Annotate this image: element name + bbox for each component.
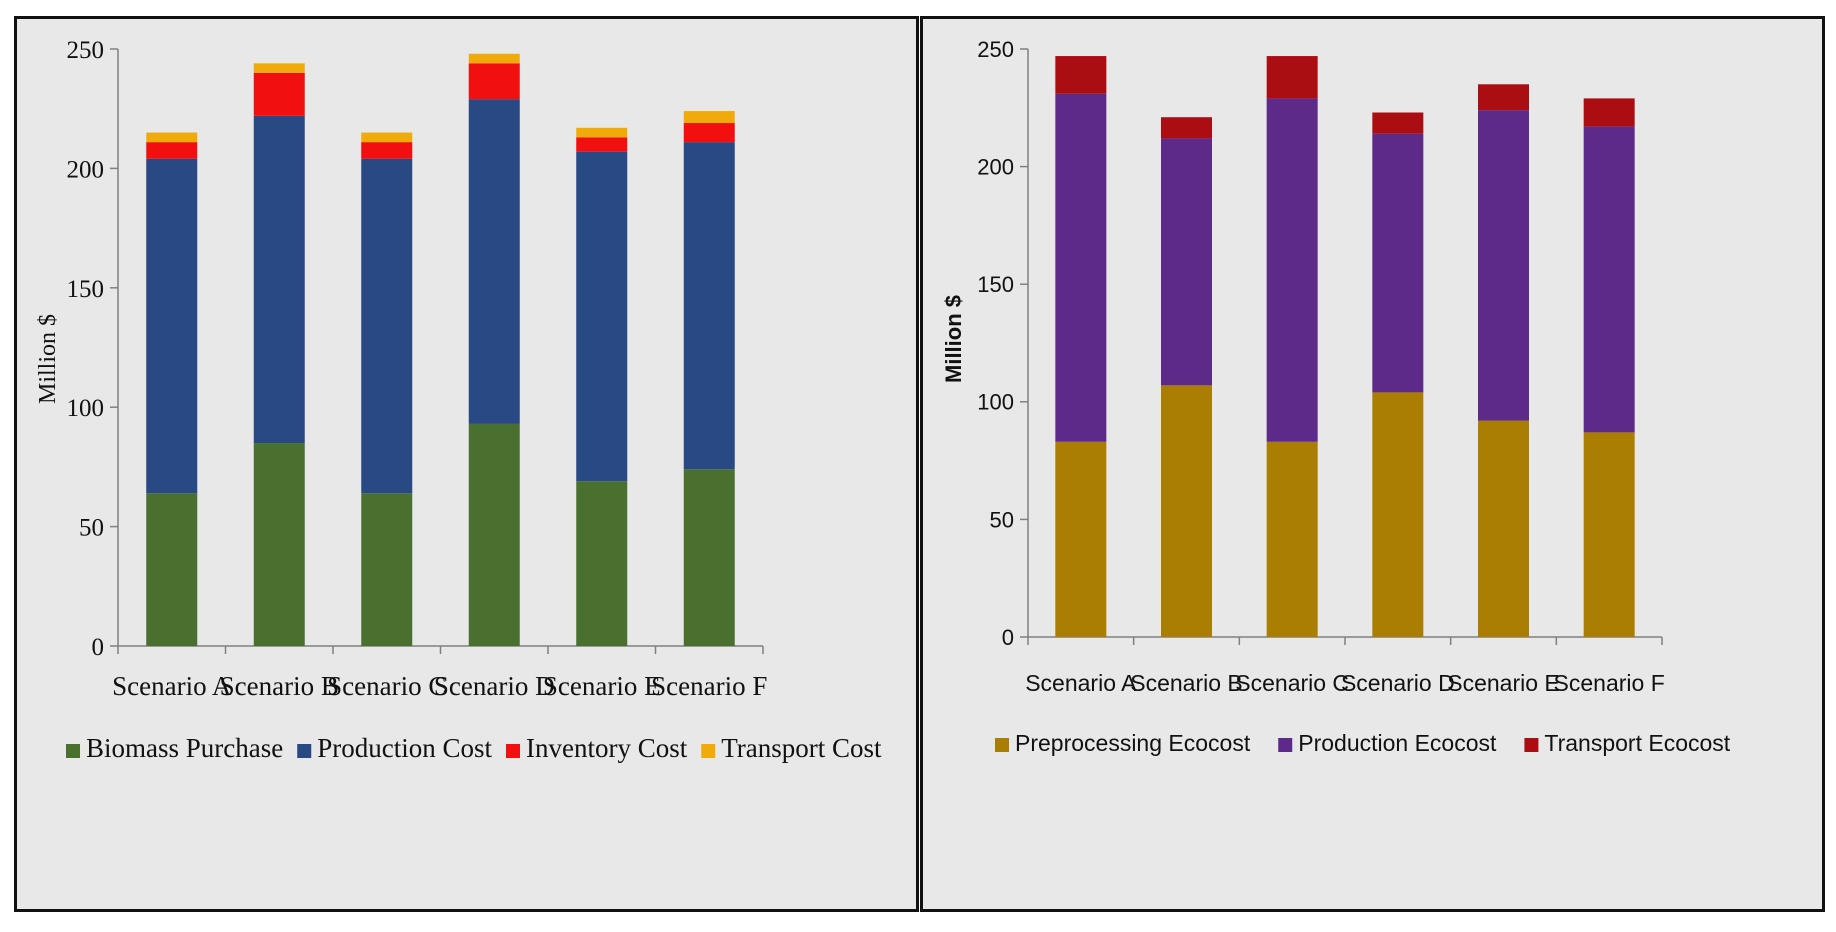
x-category-label: Scenario E: [1447, 670, 1560, 696]
bar-segment: [576, 127, 628, 138]
bar-segment: [361, 158, 413, 494]
bar-segment: [1055, 93, 1107, 442]
bar-segment: [576, 151, 628, 482]
y-tick-label: 50: [990, 507, 1014, 532]
bar-segment: [361, 142, 413, 159]
legend-label: Production Cost: [317, 733, 492, 763]
legend-swatch: [995, 738, 1009, 752]
x-category-label: Scenario A: [112, 671, 232, 701]
legend-label: Biomass Purchase: [86, 733, 283, 763]
bar-segment: [1583, 126, 1635, 433]
bar-segment: [253, 443, 305, 646]
legend-label: Inventory Cost: [526, 733, 688, 763]
bar-segment: [146, 142, 198, 159]
legend-label: Production Ecocost: [1298, 730, 1497, 756]
bar-segment: [683, 111, 735, 124]
bar-segment: [253, 115, 305, 444]
bar-segment: [1055, 56, 1107, 94]
bar-segment: [1478, 420, 1529, 637]
bar-segment: [1266, 441, 1318, 637]
bar-segment: [1161, 385, 1212, 637]
bar-segment: [1478, 84, 1529, 111]
legend-label: Transport Cost: [721, 733, 882, 763]
ecocost-chart-panel: 0 50 100 150 200 250 Scenario A Scenario B Scena…: [920, 16, 1825, 912]
y-tick-label: 100: [67, 395, 105, 422]
y-tick-label: 150: [67, 276, 105, 303]
bar-segment: [1478, 110, 1529, 421]
legend-swatch: [66, 744, 80, 758]
legend-label: Transport Ecocost: [1544, 730, 1730, 756]
legend-swatch: [701, 744, 716, 758]
x-category-label: Scenario C: [1235, 670, 1349, 696]
x-category-label: Scenario B: [220, 671, 339, 701]
bar-segment: [576, 137, 628, 152]
y-tick-label: 100: [977, 390, 1014, 415]
legend-swatch: [506, 744, 520, 758]
y-tick-label: 150: [977, 272, 1014, 297]
bar-segment: [468, 53, 520, 64]
bar-segment: [1372, 392, 1424, 637]
x-category-label: Scenario B: [1130, 670, 1243, 696]
x-category-label: Scenario F: [651, 671, 767, 701]
bar-segment: [1372, 133, 1424, 393]
legend-swatch: [1524, 738, 1539, 752]
bar-segment: [576, 481, 628, 646]
y-tick-label: 50: [79, 515, 104, 542]
bar-segment: [253, 63, 305, 73]
y-tick-label: 250: [67, 37, 105, 64]
bar-segment: [146, 493, 198, 646]
bar-segment: [683, 123, 735, 143]
bar-segment: [253, 72, 305, 116]
bar-segment: [1266, 56, 1318, 99]
bar-segment: [361, 493, 413, 646]
bar-segment: [683, 469, 735, 646]
bar-segment: [1266, 98, 1318, 442]
bar-segment: [468, 423, 520, 646]
x-category-label: Scenario E: [543, 671, 661, 701]
x-category-label: Scenario C: [327, 671, 446, 701]
bar-segment: [361, 132, 413, 143]
y-tick-label: 250: [977, 37, 1014, 62]
bar-segment: [1161, 138, 1212, 386]
bar-segment: [146, 158, 198, 494]
bar-segment: [1372, 112, 1424, 134]
y-tick-label: 0: [92, 634, 105, 661]
bar-segment: [468, 99, 520, 424]
legend-swatch: [1278, 738, 1293, 752]
legend-label: Preprocessing Ecocost: [1015, 730, 1251, 756]
y-axis-label: Million $: [35, 314, 61, 404]
bar-segment: [1583, 98, 1635, 127]
y-axis-label: Million $: [941, 295, 966, 383]
y-tick-label: 200: [67, 156, 105, 183]
bar-segment: [146, 132, 198, 143]
bar-segment: [1583, 432, 1635, 637]
x-category-label: Scenario A: [1025, 670, 1137, 696]
bar-segment: [683, 142, 735, 470]
legend-swatch: [297, 744, 312, 758]
bar-segment: [468, 63, 520, 100]
bar-segment: [1055, 441, 1107, 637]
x-category-label: Scenario F: [1554, 670, 1665, 696]
y-tick-label: 200: [977, 155, 1014, 180]
x-category-label: Scenario D: [1341, 670, 1455, 696]
y-tick-label: 0: [1002, 625, 1014, 650]
cost-chart-panel: 0 50 100 150 200 250 Scenario A Scenario B Scena…: [14, 16, 919, 912]
x-category-label: Scenario D: [434, 671, 555, 701]
bar-segment: [1161, 117, 1212, 139]
